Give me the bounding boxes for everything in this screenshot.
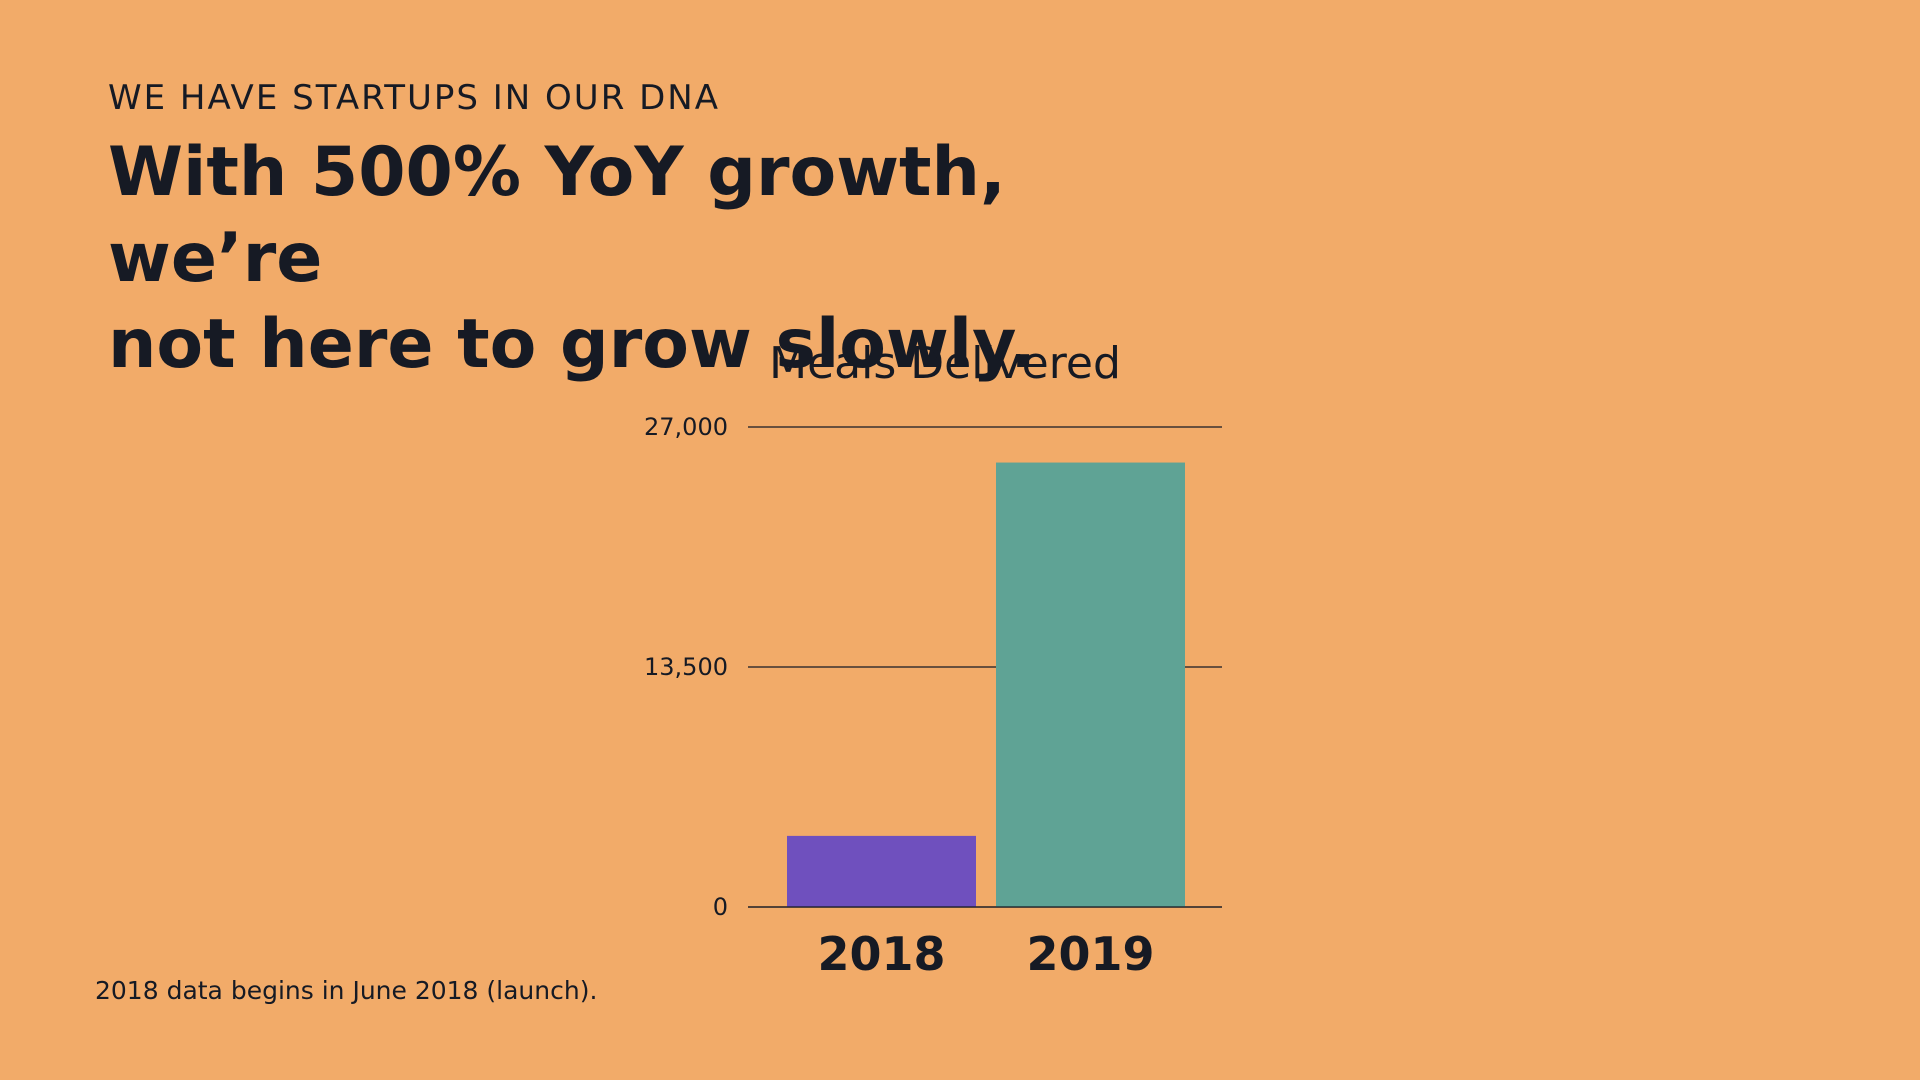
footnote: 2018 data begins in June 2018 (launch). [95,976,598,1005]
bar-2019 [996,462,1185,907]
chart-bars [787,462,1185,907]
headline-line-1: With 500% YoY growth, we’re [108,133,1006,298]
bar-2018 [787,835,976,907]
headline-line-2: not here to grow slowly. [108,305,1037,384]
chart-title: Meals Delivered [769,338,1121,389]
y-tick-label-0: 0 [713,893,728,921]
y-tick-label-1: 13,500 [644,653,728,681]
x-tick-label-2018: 2018 [817,927,945,981]
y-tick-label-2: 27,000 [644,413,728,441]
eyebrow-label: WE HAVE STARTUPS IN OUR DNA [108,78,720,118]
x-tick-label-2019: 2019 [1026,927,1154,981]
page-title: With 500% YoY growth, we’re not here to … [108,130,1208,388]
chart-axis: 0 13,500 27,000 2018 2019 [644,413,1222,981]
